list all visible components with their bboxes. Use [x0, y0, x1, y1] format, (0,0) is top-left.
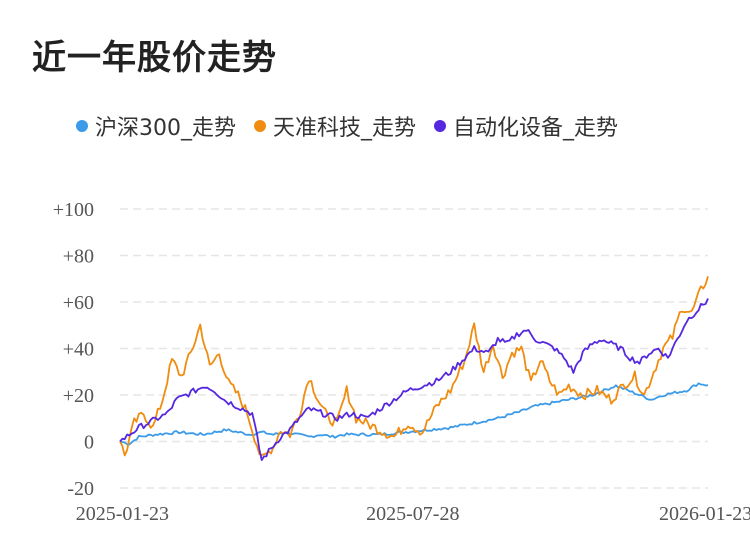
y-tick-label: +20 [63, 385, 94, 407]
y-tick-label: +80 [63, 246, 94, 268]
y-tick-label: +40 [63, 339, 94, 361]
y-tick-label: +60 [63, 292, 94, 314]
x-tick-label: 2025-01-23 [76, 503, 169, 525]
legend-dot-tianzhun [254, 120, 266, 132]
chart-title: 近一年股价走势 [32, 38, 277, 78]
legend-item-tianzhun[interactable]: 天准科技_走势 [254, 110, 416, 142]
legend-label-tianzhun: 天准科技_走势 [273, 116, 417, 141]
legend-item-hs300[interactable]: 沪深300_走势 [76, 110, 236, 142]
legend-label-hs300: 沪深300_走势 [95, 116, 236, 141]
legend-item-automation[interactable]: 自动化设备_走势 [434, 110, 618, 142]
series-line-2 [119, 298, 709, 462]
legend-dot-hs300 [76, 120, 88, 132]
y-tick-label: -20 [67, 478, 94, 500]
legend: 沪深300_走势 天准科技_走势 自动化设备_走势 [76, 110, 636, 142]
x-tick-label: 2026-01-23 [659, 503, 750, 525]
y-tick-label: +100 [53, 199, 94, 221]
series-line-1 [119, 276, 709, 457]
y-tick-label: 0 [84, 432, 94, 454]
series-line-0 [119, 382, 709, 446]
x-tick-label: 2025-07-28 [366, 503, 459, 525]
legend-label-automation: 自动化设备_走势 [453, 116, 619, 141]
legend-dot-automation [434, 120, 447, 132]
